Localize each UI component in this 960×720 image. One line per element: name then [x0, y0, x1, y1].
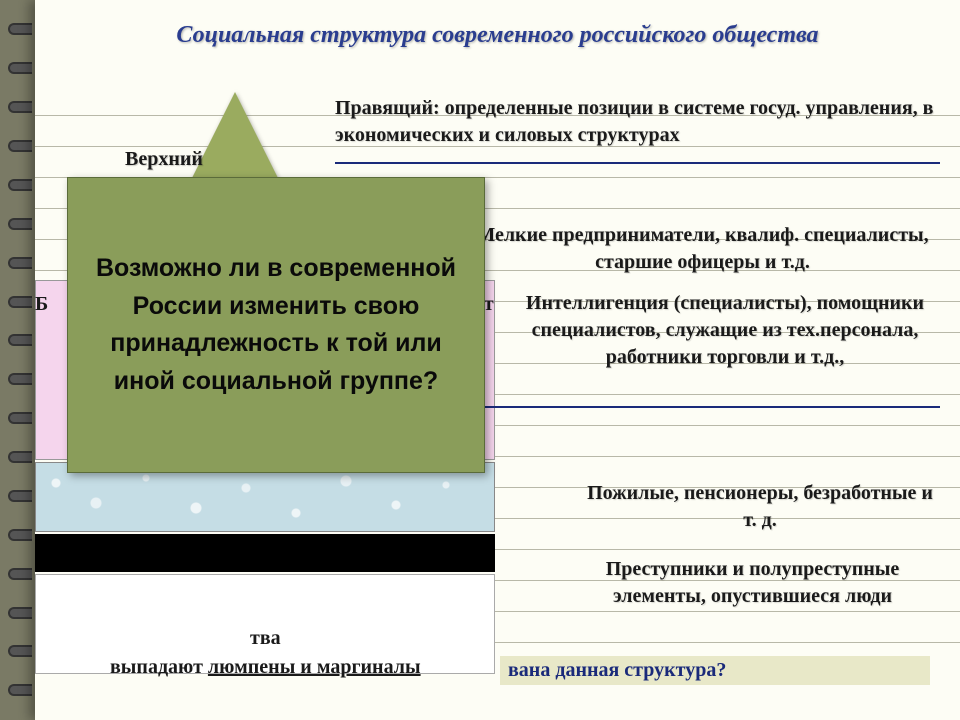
bottom-line2-pre: выпадают	[110, 656, 208, 678]
bottom-line2-underline: люмпены и маргиналы	[208, 656, 421, 678]
bottom-fragment-1: тва	[250, 627, 281, 650]
notebook-page: Социальная структура современного россий…	[35, 0, 960, 720]
overlay-question-box: Возможно ли в современной России изменит…	[67, 177, 485, 473]
label-top-layer: Верхний	[125, 148, 203, 171]
bottom-question: вана данная структура?	[500, 656, 930, 685]
spiral-binding	[8, 0, 32, 720]
desc-ruling: Правящий: определенные позиции в системе…	[325, 95, 940, 149]
desc-criminals: Преступники и полупреступные элементы, о…	[560, 556, 945, 610]
pyramid-triangle-icon	[190, 92, 280, 182]
desc-intelligentsia: Интеллигенция (специалисты), помощники с…	[510, 290, 940, 371]
bottom-line-2: выпадают люмпены и маргиналы	[110, 656, 421, 679]
black-layer-box	[35, 534, 495, 572]
overlay-question-text: Возможно ли в современной России изменит…	[88, 250, 464, 400]
desc-elderly: Пожилые, пенсионеры, безработные и т. д.	[585, 480, 935, 534]
desc-middle-upper: Мелкие предприниматели, квалиф. специали…	[470, 222, 935, 276]
divider-2	[485, 406, 940, 408]
slide-title: Социальная структура современного россий…	[35, 20, 960, 51]
divider-1	[335, 162, 940, 164]
label-left-fragment: Б	[35, 293, 48, 316]
